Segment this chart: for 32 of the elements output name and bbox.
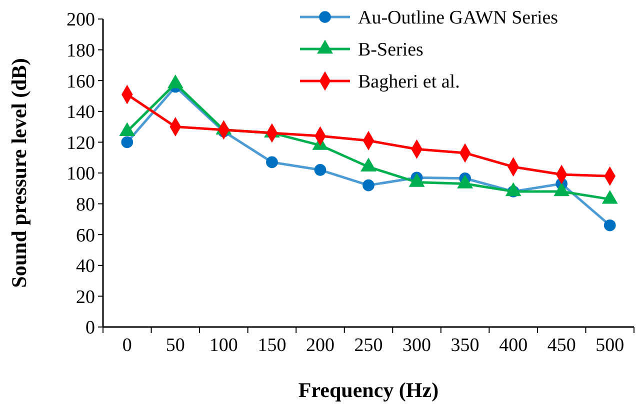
y-axis-title: Sound pressure level (dB) (7, 58, 31, 288)
x-tick-label: 50 (166, 335, 185, 356)
x-tick-label: 0 (122, 335, 132, 356)
y-tick-label: 20 (76, 286, 95, 308)
x-tick-label: 400 (499, 335, 528, 356)
legend-label: B-Series (358, 40, 424, 61)
point (362, 179, 374, 192)
x-tick-label: 450 (547, 335, 576, 356)
x-tick-label: 500 (596, 335, 624, 356)
y-tick-label: 80 (76, 194, 95, 216)
y-tick-label: 200 (66, 10, 95, 31)
point (121, 136, 134, 148)
point (314, 164, 326, 176)
x-tick-label: 200 (306, 335, 334, 356)
y-tick-label: 0 (86, 318, 95, 339)
legend-label: Bagheri et al. (358, 72, 460, 93)
x-tick-label: 350 (450, 335, 480, 356)
x-tick-label: 150 (258, 335, 286, 356)
y-tick-label: 120 (66, 132, 95, 154)
y-tick-label: 100 (66, 164, 95, 185)
y-tick-label: 60 (76, 225, 95, 246)
y-tick-label: 40 (76, 256, 95, 278)
x-axis-title: Frequency (Hz) (298, 378, 439, 402)
x-tick-label: 250 (354, 335, 383, 356)
y-tick-label: 140 (66, 102, 95, 124)
legend-label: Au-Outline GAWN Series (358, 8, 558, 29)
x-tick-label: 300 (402, 335, 432, 356)
y-tick-label: 160 (66, 71, 95, 92)
y-tick-label: 180 (66, 40, 95, 62)
x-tick-label: 100 (209, 335, 238, 356)
point (266, 156, 278, 168)
point (604, 219, 616, 232)
